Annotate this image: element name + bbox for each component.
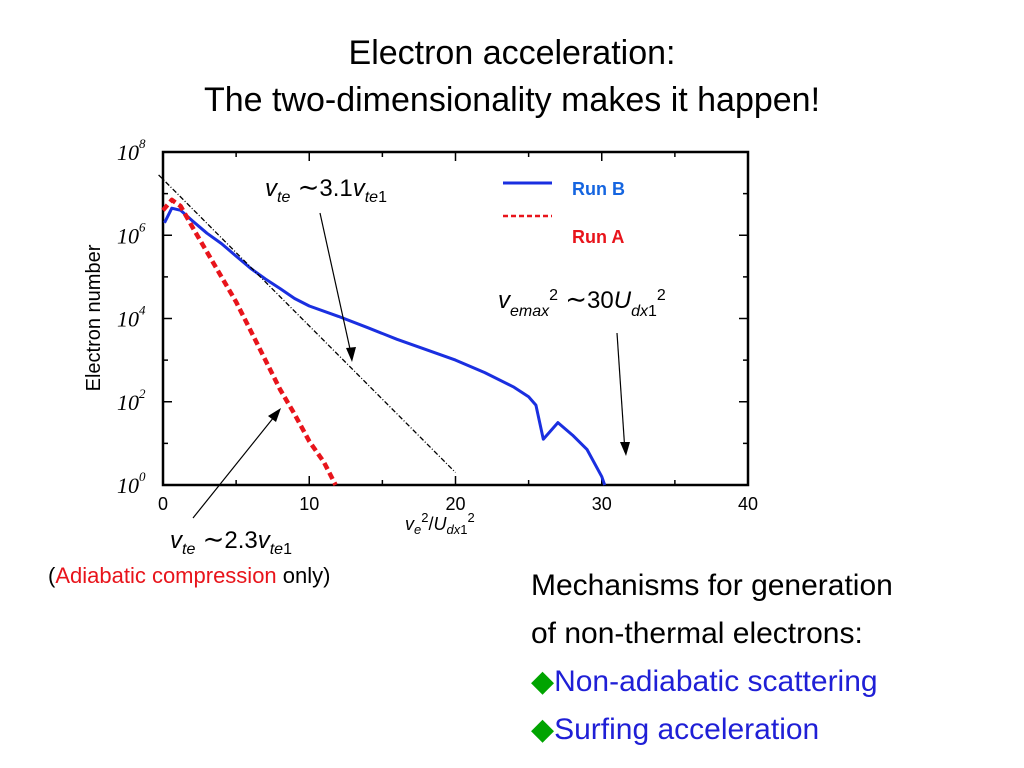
adiabatic-note: (Adiabatic compression only): [48, 563, 330, 589]
mechanism-item: ◆Non-adiabatic scattering: [531, 658, 893, 706]
title-line-1: Electron acceleration:: [348, 34, 676, 72]
x-tick-label: 10: [299, 494, 319, 514]
reference-line: [158, 174, 456, 473]
series-line-run-b: [163, 206, 607, 486]
annotation-max-energy: vemax2 ∼30Udx12: [498, 284, 666, 320]
annotation-arrow-run-a: [192, 411, 279, 519]
x-tick-labels: 0 10 20 30 40: [158, 494, 758, 514]
annotation-arrowhead-max-energy: [620, 442, 630, 456]
series-lines: [158, 174, 607, 487]
annotation-run-a-thermal-velocity: vte ∼2.3vte1: [170, 524, 292, 558]
adiabatic-note-open: (: [48, 563, 56, 588]
x-tick-label: 40: [738, 494, 758, 514]
legend-label-run-a: Run A: [572, 227, 624, 247]
diamond-bullet-icon: ◆: [531, 665, 555, 698]
mechanisms-heading-2: of non-thermal electrons:: [531, 617, 863, 650]
x-tick-label: 20: [445, 494, 465, 514]
annotation-arrowhead-run-b: [346, 347, 356, 362]
x-axis-label: ve2/Udx12: [405, 510, 475, 537]
y-tick-label: 108: [117, 136, 146, 165]
adiabatic-note-rest: only): [276, 563, 331, 588]
y-tick-label: 102: [117, 386, 146, 415]
x-tick-label: 30: [592, 494, 612, 514]
mechanism-item-label: Surfing acceleration: [554, 713, 820, 746]
mechanisms-block: Mechanisms for generation of non-thermal…: [531, 562, 893, 754]
y-tick-labels: 100 102 104 106 108: [117, 136, 146, 498]
mechanism-item-label: Non-adiabatic scattering: [554, 665, 878, 698]
y-tick-label: 104: [117, 303, 146, 332]
plot-frame: [161, 150, 750, 487]
y-tick-label: 106: [117, 219, 146, 248]
axis-ticks: [162, 151, 749, 486]
diamond-bullet-icon: ◆: [531, 713, 555, 746]
x-tick-label: 0: [158, 494, 168, 514]
y-tick-label: 100: [117, 469, 146, 498]
mechanism-item: ◆Surfing acceleration: [531, 706, 893, 754]
annotation-arrowhead-run-a: [268, 408, 281, 422]
annotation-run-b-thermal-velocity: vte ∼3.1vte1: [265, 172, 387, 206]
series-line-run-a: [161, 197, 338, 487]
mechanisms-heading-1: Mechanisms for generation: [531, 569, 893, 602]
y-axis-label: Electron number: [83, 244, 105, 391]
legend-label-run-b: Run B: [572, 179, 625, 199]
adiabatic-note-highlight: Adiabatic compression: [55, 563, 277, 588]
annotation-arrow-run-b: [319, 212, 353, 359]
annotation-arrow-max-energy: [616, 332, 626, 453]
title-line-2: The two-dimensionality makes it happen!: [203, 81, 821, 119]
